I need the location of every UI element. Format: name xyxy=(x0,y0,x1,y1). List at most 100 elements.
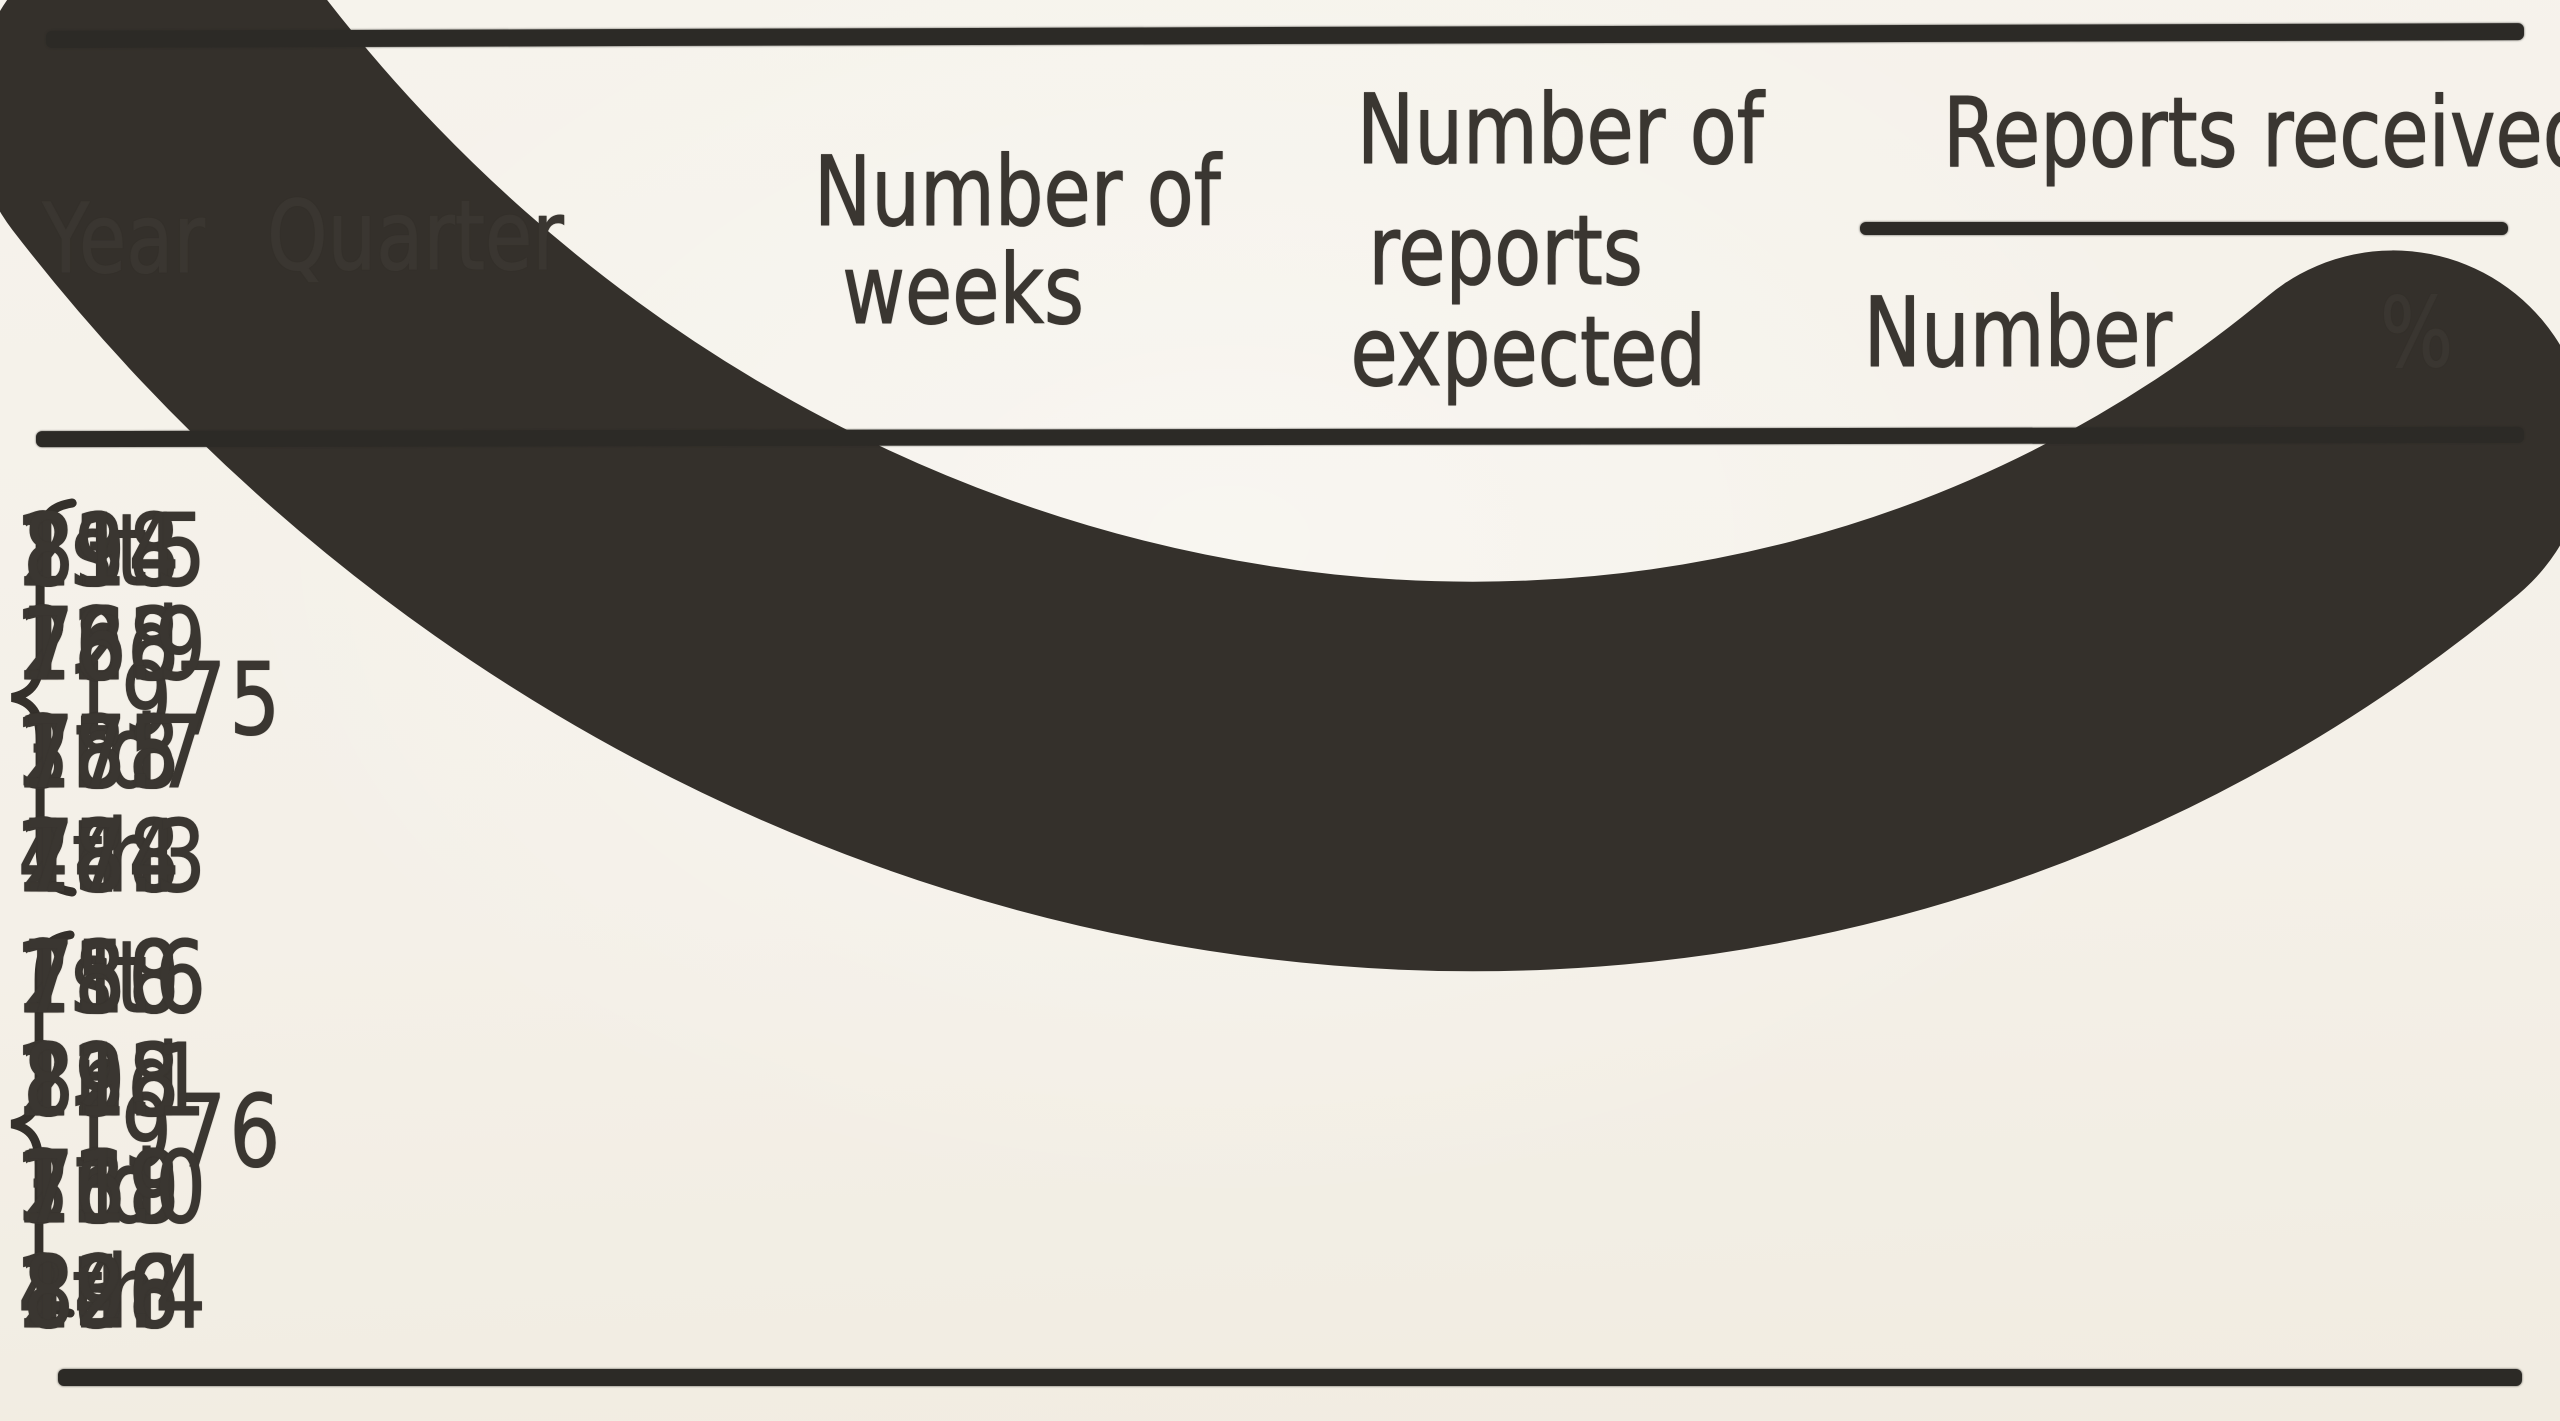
table-row: 1st 11 238 194 81.5 xyxy=(0,492,2560,609)
year-column-header: Year xyxy=(22,183,222,295)
cropped-caption-fragment-icon xyxy=(0,0,2560,972)
curly-brace-1975-icon xyxy=(0,497,80,898)
weeks-cell: 12 xyxy=(0,1022,147,1139)
weeks-value: 12 xyxy=(14,586,133,703)
quarter-value: 3rd xyxy=(17,694,161,811)
received-cell: 193 xyxy=(0,1022,203,1139)
received-value: 183 xyxy=(20,586,183,703)
weeks-cell: 14 xyxy=(0,798,147,915)
pct-cell: 76.9 xyxy=(0,586,231,703)
table-row: 4th 14 238 196 82.4 xyxy=(0,1234,2560,1351)
table-row: 3rd 13 238 169 71.0 xyxy=(0,1129,2560,1246)
weeks-value: 14 xyxy=(14,1234,133,1351)
pct-value: 81.5 xyxy=(23,492,208,609)
pct-value: 76.9 xyxy=(23,586,208,703)
pct-value: 81.1 xyxy=(23,1022,208,1139)
weeks-cell: 13 xyxy=(0,1129,147,1246)
pct-value: 82.4 xyxy=(23,1234,208,1351)
received-value: 196 xyxy=(20,1234,183,1351)
received-value: 185 xyxy=(20,694,183,811)
pct-value: 77.7 xyxy=(23,694,208,811)
pct-value: 77.3 xyxy=(23,798,208,915)
weeks-header-line1-label: Number of xyxy=(813,136,1221,248)
pct-value: 75.6 xyxy=(23,919,208,1036)
received-value: 193 xyxy=(20,1022,183,1139)
year-label-1975: 1975 xyxy=(40,649,281,750)
table-row: 1st 11 238 180 75.6 xyxy=(0,919,2560,1036)
weeks-cell: 13 xyxy=(0,694,147,811)
quarter-value: 4th xyxy=(17,1234,161,1351)
weeks-column-header-line1: Number of xyxy=(763,141,1221,242)
received-cell: 180 xyxy=(0,919,203,1036)
weeks-value: 11 xyxy=(14,492,133,609)
quarter-value: 4th xyxy=(17,798,161,915)
received-number-label: Number xyxy=(1863,277,2173,389)
quarter-cell: 3rd xyxy=(0,1129,178,1246)
expected-value: 238 xyxy=(20,1022,183,1139)
expected-column-header-line2: reports xyxy=(1306,195,1706,307)
weeks-value: 13 xyxy=(14,1129,133,1246)
received-cell: 194 xyxy=(0,492,203,609)
quarter-cell: 3rd xyxy=(0,694,178,811)
quarter-value: 3rd xyxy=(17,1129,161,1246)
quarter-cell: 2nd xyxy=(0,594,202,695)
pct-cell: 77.7 xyxy=(0,694,231,811)
expected-value: 238 xyxy=(20,1129,183,1246)
percent-sign-label: % xyxy=(2380,277,2454,389)
expected-header-line1-label: Number of xyxy=(1356,74,1764,186)
expected-header-line2-label: reports xyxy=(1368,195,1644,307)
expected-column-header-line3: expected xyxy=(1306,296,1707,408)
expected-cell: 238 xyxy=(0,798,203,915)
quarter-cell: 2nd xyxy=(0,1030,202,1131)
year-1975-value: 1975 xyxy=(67,641,284,758)
received-number-subheader: Number xyxy=(1825,282,2172,383)
expected-value: 238 xyxy=(20,919,183,1036)
weeks-value: 12 xyxy=(14,1022,133,1139)
reports-received-underline xyxy=(1860,222,2508,235)
received-cell: 196 xyxy=(0,1234,203,1351)
received-cell: 184 xyxy=(0,798,203,915)
expected-cell: 238 xyxy=(0,694,203,811)
weeks-value: 13 xyxy=(14,694,133,811)
expected-value: 238 xyxy=(20,492,183,609)
curly-brace-1976-icon xyxy=(0,929,78,1319)
pct-value: 71.0 xyxy=(23,1129,208,1246)
quarter-cell: 1st xyxy=(0,492,167,609)
received-pct-subheader: % xyxy=(2317,277,2517,389)
received-value: 194 xyxy=(20,492,183,609)
received-value: 180 xyxy=(20,919,183,1036)
quarter-value: 1st xyxy=(16,919,151,1036)
received-value: 184 xyxy=(20,798,183,915)
expected-column-header-line1: Number of xyxy=(1306,79,1764,180)
year-1976-value: 1976 xyxy=(67,1073,284,1190)
pct-cell: 75.6 xyxy=(0,919,231,1036)
reports-received-label: Reports received xyxy=(1943,77,2560,189)
year-header-label: Year xyxy=(42,183,205,295)
weeks-cell: 11 xyxy=(0,919,147,1036)
expected-header-line3-label: expected xyxy=(1350,296,1707,408)
table-row: 3rd 13 238 185 77.7 xyxy=(0,694,2560,811)
quarter-cell: 1st xyxy=(0,919,167,1036)
received-value: 169 xyxy=(20,1129,183,1246)
expected-value: 238 xyxy=(20,694,183,811)
expected-cell: 238 xyxy=(0,492,203,609)
received-cell: 183 xyxy=(0,586,203,703)
received-cell: 185 xyxy=(0,694,203,811)
expected-cell: 238 xyxy=(0,1022,203,1139)
expected-value: 238 xyxy=(20,798,183,915)
weeks-header-line2-label: weeks xyxy=(842,234,1085,346)
weeks-value: 14 xyxy=(14,798,133,915)
quarter-header-label: Quarter xyxy=(267,180,565,292)
weeks-cell: 12 xyxy=(0,586,147,703)
weeks-value: 11 xyxy=(14,919,133,1036)
quarter-value: 1st xyxy=(16,492,151,609)
received-cell: 169 xyxy=(0,1129,203,1246)
quarter-cell: 4th xyxy=(0,1234,178,1351)
weeks-column-header-line2: weeks xyxy=(763,234,1163,346)
expected-cell: 238 xyxy=(0,1242,203,1343)
expected-cell: 238 xyxy=(0,594,203,695)
pct-cell: 82.4 xyxy=(0,1234,231,1351)
table-row: 4th 14 238 184 77.3 xyxy=(0,798,2560,915)
reports-received-group-header: Reports received xyxy=(1862,82,2560,183)
year-label-1976: 1976 xyxy=(40,1081,281,1182)
